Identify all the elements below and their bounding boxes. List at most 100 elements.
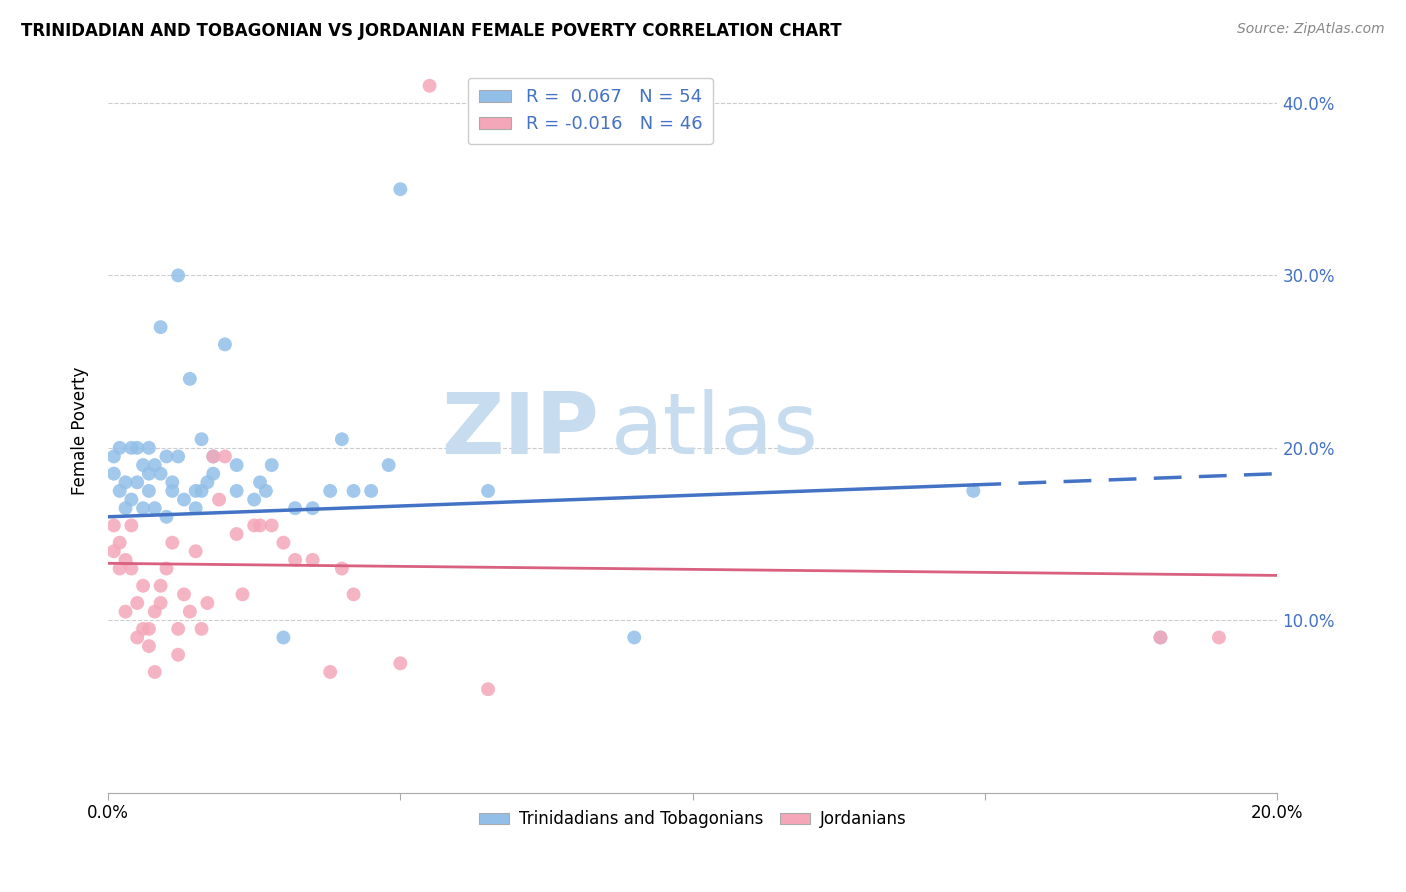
Point xyxy=(120,441,142,455)
Point xyxy=(103,518,125,533)
Point xyxy=(120,518,142,533)
Point xyxy=(143,501,166,516)
Point xyxy=(120,492,142,507)
Point xyxy=(208,492,231,507)
Point xyxy=(103,467,125,481)
Point xyxy=(360,483,382,498)
Point xyxy=(225,527,247,541)
Point xyxy=(249,518,271,533)
Point xyxy=(173,492,195,507)
Y-axis label: Female Poverty: Female Poverty xyxy=(72,367,89,495)
Point xyxy=(202,450,225,464)
Point xyxy=(319,665,342,679)
Point xyxy=(1208,631,1230,645)
Point xyxy=(301,553,323,567)
Point xyxy=(127,441,149,455)
Point xyxy=(301,501,323,516)
Point xyxy=(1149,631,1171,645)
Point xyxy=(149,467,172,481)
Point xyxy=(167,648,190,662)
Point xyxy=(108,535,131,549)
Point xyxy=(179,372,201,386)
Point xyxy=(138,441,160,455)
Point xyxy=(127,596,149,610)
Point xyxy=(114,553,136,567)
Point xyxy=(190,622,212,636)
Point xyxy=(127,475,149,490)
Point xyxy=(132,579,155,593)
Point xyxy=(377,458,399,472)
Point xyxy=(149,579,172,593)
Point xyxy=(389,657,412,671)
Point xyxy=(273,631,295,645)
Point xyxy=(143,665,166,679)
Point xyxy=(114,475,136,490)
Point xyxy=(167,450,190,464)
Point xyxy=(138,467,160,481)
Point xyxy=(330,432,353,446)
Point xyxy=(260,458,283,472)
Point xyxy=(389,182,412,196)
Point xyxy=(225,483,247,498)
Point xyxy=(132,458,155,472)
Point xyxy=(342,483,364,498)
Point xyxy=(190,483,212,498)
Point xyxy=(190,432,212,446)
Point xyxy=(260,518,283,533)
Point xyxy=(342,587,364,601)
Point xyxy=(149,320,172,334)
Point xyxy=(184,501,207,516)
Point xyxy=(214,337,236,351)
Point xyxy=(127,631,149,645)
Point xyxy=(114,501,136,516)
Point xyxy=(162,475,184,490)
Point xyxy=(254,483,277,498)
Point xyxy=(162,535,184,549)
Point xyxy=(138,639,160,653)
Text: ZIP: ZIP xyxy=(441,389,599,472)
Point xyxy=(143,605,166,619)
Point xyxy=(202,450,225,464)
Point xyxy=(120,561,142,575)
Point xyxy=(477,483,499,498)
Point xyxy=(108,483,131,498)
Point xyxy=(273,535,295,549)
Point xyxy=(184,544,207,558)
Point xyxy=(103,544,125,558)
Point xyxy=(243,492,266,507)
Point xyxy=(284,501,307,516)
Point xyxy=(103,450,125,464)
Point xyxy=(138,483,160,498)
Point xyxy=(114,605,136,619)
Point xyxy=(155,509,177,524)
Text: TRINIDADIAN AND TOBAGONIAN VS JORDANIAN FEMALE POVERTY CORRELATION CHART: TRINIDADIAN AND TOBAGONIAN VS JORDANIAN … xyxy=(21,22,842,40)
Point xyxy=(149,596,172,610)
Legend: Trinidadians and Tobagonians, Jordanians: Trinidadians and Tobagonians, Jordanians xyxy=(472,804,914,835)
Point xyxy=(623,631,645,645)
Point xyxy=(179,605,201,619)
Point xyxy=(167,268,190,283)
Point xyxy=(249,475,271,490)
Point xyxy=(330,561,353,575)
Point xyxy=(155,450,177,464)
Point xyxy=(319,483,342,498)
Point xyxy=(197,596,219,610)
Point xyxy=(1149,631,1171,645)
Point xyxy=(477,682,499,697)
Point xyxy=(419,78,441,93)
Point xyxy=(202,467,225,481)
Point xyxy=(184,483,207,498)
Point xyxy=(108,561,131,575)
Text: atlas: atlas xyxy=(610,389,818,472)
Point xyxy=(225,458,247,472)
Point xyxy=(143,458,166,472)
Point xyxy=(108,441,131,455)
Point xyxy=(132,501,155,516)
Point xyxy=(231,587,253,601)
Point xyxy=(173,587,195,601)
Point xyxy=(284,553,307,567)
Point xyxy=(132,622,155,636)
Point xyxy=(962,483,984,498)
Point xyxy=(155,561,177,575)
Point xyxy=(167,622,190,636)
